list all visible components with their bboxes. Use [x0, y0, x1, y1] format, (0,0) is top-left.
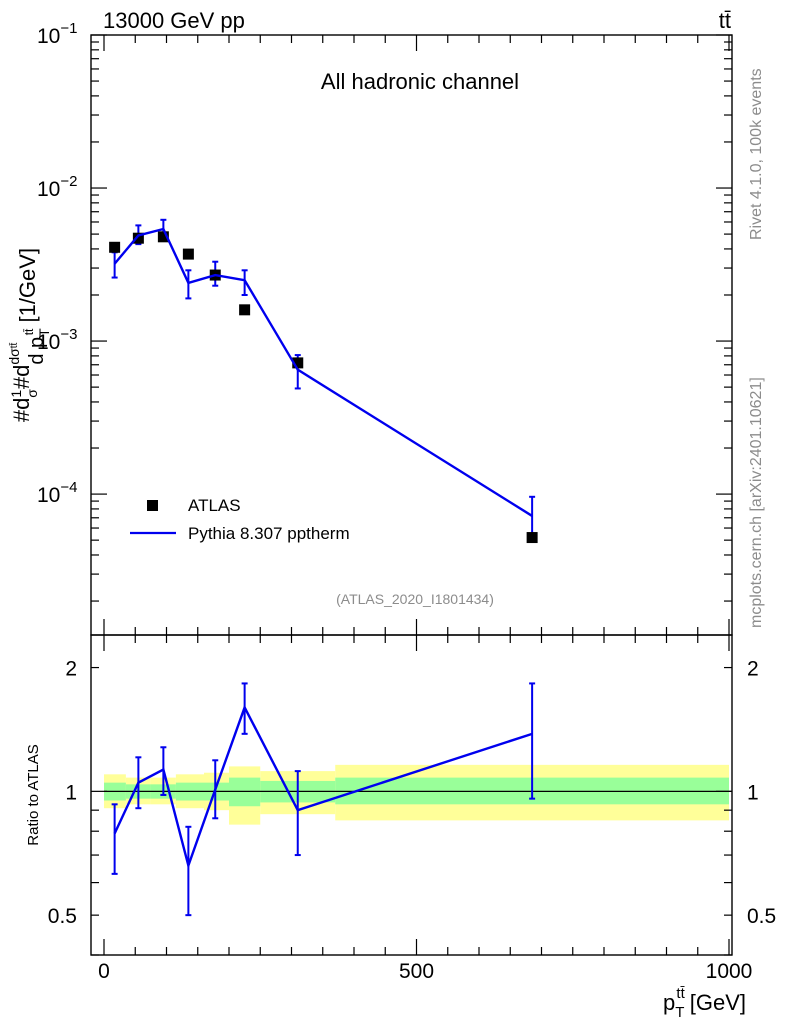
main-ytick-label: 10−4: [37, 479, 77, 507]
ratio-ytick-label-right: 0.5: [747, 905, 776, 928]
ratio-ytick-label-right: 1: [747, 781, 759, 804]
atlas-data-point: [526, 532, 538, 544]
ylabel-part-1: 1: [8, 390, 24, 398]
atlas-data-point: [132, 232, 144, 244]
main-frame: [90, 34, 733, 636]
main-ytick-label: 10−2: [37, 173, 77, 201]
ylabel-part-4: dσ: [6, 348, 22, 365]
xlabel-sup: tt̄: [676, 985, 685, 1002]
ratio-xtick-label: 500: [399, 960, 434, 983]
ratio-series-line: [113, 704, 533, 870]
analysis-watermark: (ATLAS_2020_I1801434): [336, 591, 494, 607]
legend: ATLAS Pythia 8.307 pptherm: [130, 496, 350, 543]
ylabel-part-2: σ: [24, 389, 40, 398]
ratio-ylabel: Ratio to ATLAS: [25, 744, 42, 845]
ratio-ytick-label-left: 1: [65, 781, 77, 804]
ylabel-part-9: [1/GeV]: [15, 248, 40, 329]
rivet-version-label: Rivet 4.1.0, 100k events: [748, 68, 765, 240]
xlabel-base: p: [663, 990, 675, 1015]
atlas-data-point: [109, 241, 121, 253]
ratio-ytick-label-left: 0.5: [48, 905, 77, 928]
main-title: All hadronic channel: [321, 69, 519, 94]
legend-atlas-marker: [147, 500, 158, 511]
legend-mc-label: Pythia 8.307 pptherm: [188, 524, 350, 543]
legend-atlas-label: ATLAS: [188, 496, 241, 515]
atlas-data-point: [239, 304, 251, 316]
ylabel-part-7: T: [36, 328, 52, 337]
ratio-ytick-label-right: 2: [747, 658, 759, 681]
ratio-xtick-label: 0: [98, 960, 110, 983]
ylabel-part-6: d p: [26, 337, 48, 365]
main-panel: 10−110−210−310−4 All hadronic channel (A…: [6, 20, 733, 636]
main-ytick-exponent: −2: [60, 173, 77, 190]
xlabel-unit: [GeV]: [690, 990, 746, 1015]
ratio-frame: [90, 634, 733, 956]
ratio-xlabel: pTtt̄ [GeV]: [663, 985, 746, 1021]
process-label: 13000 GeV pp: [103, 8, 245, 33]
xlabel-sub: T: [675, 1004, 684, 1021]
ylabel-part-5: tt̄: [8, 342, 20, 348]
ratio-ytick-label-left: 2: [65, 658, 77, 681]
ratio-xtick-label: 1000: [706, 960, 753, 983]
mc-series-line: [113, 227, 533, 517]
ratio-panel: 0.5 0.5 1 1 2 2 0 500 1000 Ratio to ATLAS pTtt̄ […: [25, 634, 776, 1021]
ylabel-part-3: #d: [9, 365, 34, 389]
final-state-label: tt̄: [719, 8, 731, 33]
atlas-data-point: [292, 357, 304, 369]
main-ytick-exponent: −1: [60, 20, 77, 37]
atlas-data-point: [182, 248, 194, 260]
main-ytick-exponent: −3: [60, 326, 77, 343]
main-ytick-exponent: −4: [60, 479, 77, 496]
main-ylabel-text: #d1σ#ddσtt̄ d pTtt̄ [1/GeV]: [6, 248, 52, 422]
atlas-data-point: [157, 231, 169, 243]
main-ytick-label: 10−1: [37, 20, 77, 48]
ylabel-part-8: tt̄: [22, 328, 36, 335]
ylabel-part-0: #d: [9, 398, 34, 422]
mcplots-reference-label: mcplots.cern.ch [arXiv:2401.10621]: [748, 377, 765, 628]
main-ylabel: #d1σ#ddσtt̄ d pTtt̄ [1/GeV]: [6, 248, 52, 422]
